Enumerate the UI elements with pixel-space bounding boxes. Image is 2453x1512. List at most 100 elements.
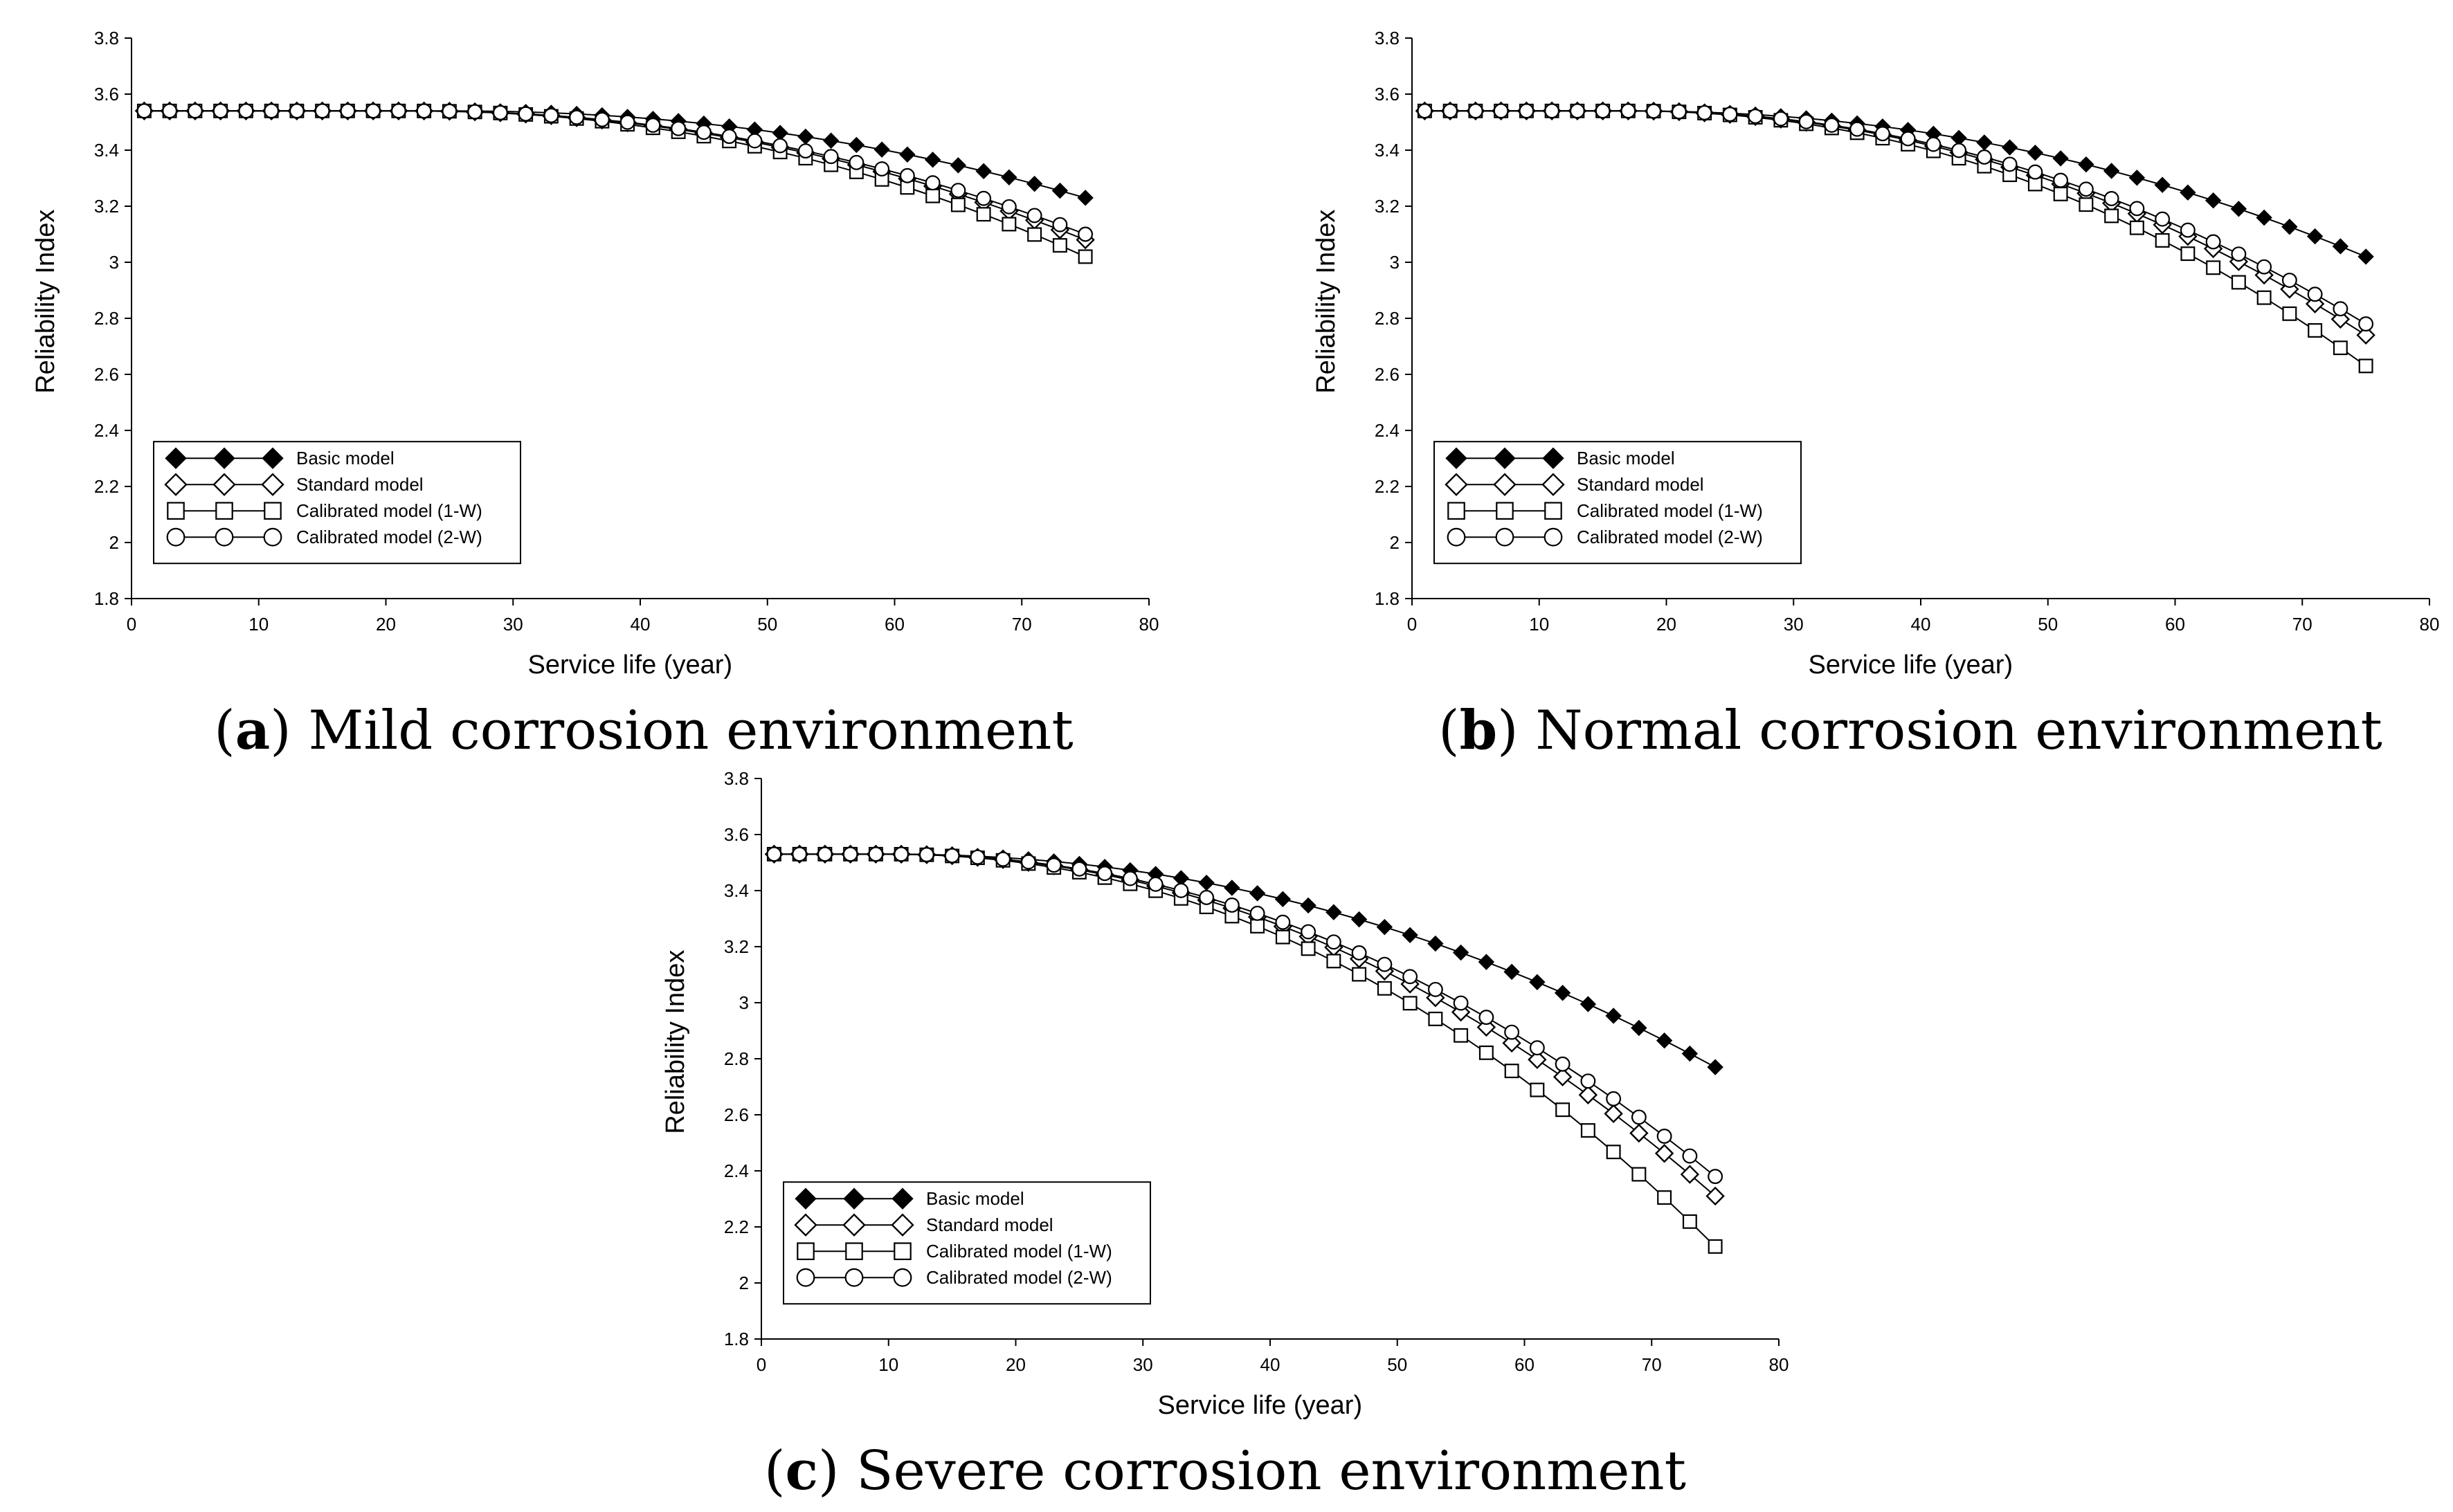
caption-b-text: Normal corrosion environment — [1518, 700, 2382, 762]
x-tick-label: 0 — [757, 1354, 766, 1375]
data-point — [340, 103, 356, 119]
data-point — [1544, 103, 1560, 119]
series-circle-open — [1417, 103, 2374, 332]
legend-marker — [1495, 527, 1514, 547]
y-tick-label: 3.8 — [1375, 28, 1400, 48]
data-point — [918, 847, 934, 863]
legend-marker — [894, 1242, 912, 1260]
data-point — [1824, 117, 1840, 133]
x-axis-label: Service life (year) — [1808, 650, 2013, 680]
data-point — [2205, 192, 2222, 209]
data-point — [238, 103, 254, 119]
data-point — [976, 207, 991, 222]
y-tick-label: 3 — [739, 992, 749, 1013]
data-point — [1428, 1011, 1443, 1026]
y-tick-label: 2.4 — [1375, 420, 1400, 441]
legend-marker — [795, 1187, 817, 1210]
legend-label: Calibrated model (2-W) — [926, 1267, 1112, 1288]
legend-marker — [1496, 502, 1514, 520]
legend-marker — [1542, 447, 1564, 469]
data-point — [1656, 1129, 1672, 1144]
data-point — [696, 125, 712, 140]
data-point — [162, 103, 178, 119]
data-point — [944, 848, 960, 864]
data-point — [1325, 904, 1342, 920]
data-point — [950, 197, 966, 212]
series-line — [144, 110, 1086, 199]
x-tick-label: 80 — [1139, 614, 1159, 635]
data-point — [817, 846, 833, 862]
legend-marker — [167, 502, 185, 520]
data-point — [1402, 969, 1418, 985]
y-axis-label: Reliability Index — [1312, 210, 1341, 394]
data-point — [645, 118, 661, 133]
caption-c-text: Severe corrosion environment — [839, 1440, 1686, 1502]
y-tick-label: 3.6 — [1375, 84, 1400, 104]
data-point — [924, 152, 941, 168]
legend-marker — [1541, 473, 1565, 496]
data-point — [1595, 103, 1611, 119]
data-point — [1427, 935, 1444, 952]
data-point — [365, 103, 381, 119]
data-point — [2180, 222, 2196, 238]
data-point — [1671, 104, 1687, 120]
y-tick-label: 3.2 — [94, 196, 119, 217]
x-tick-label: 0 — [127, 614, 136, 635]
data-point — [1001, 169, 1017, 185]
data-point — [2078, 156, 2094, 173]
data-point — [2256, 209, 2272, 226]
legend-marker — [796, 1268, 815, 1287]
data-point — [187, 103, 203, 119]
data-point — [619, 114, 635, 130]
data-point — [1199, 890, 1215, 905]
x-tick-label: 10 — [248, 614, 269, 635]
data-point — [2103, 191, 2119, 206]
data-point — [2128, 170, 2146, 186]
data-point — [1224, 898, 1240, 913]
data-point — [1696, 104, 1712, 120]
legend-label: Calibrated model (2-W) — [1577, 527, 1763, 547]
axes: 1.8 2 2.2 2.4 2.6 2.8 3 3.2 3.4 3.6 3.8 0 10 20 30 40 50… — [1375, 28, 2440, 635]
legend-marker — [1447, 527, 1466, 547]
y-tick-label: 2.2 — [724, 1217, 749, 1237]
data-point — [970, 849, 986, 865]
data-point — [1605, 1008, 1622, 1024]
caption-b: (b) Normal corrosion environment — [1438, 699, 2382, 762]
data-point — [2053, 186, 2068, 201]
data-point — [1427, 981, 1443, 997]
data-point — [2154, 176, 2171, 193]
data-point — [1620, 103, 1636, 119]
y-tick-label: 2.8 — [1375, 308, 1400, 329]
data-point — [1682, 1148, 1698, 1164]
data-point — [2357, 248, 2374, 265]
data-point — [2205, 234, 2221, 250]
series-diamond-open — [764, 844, 1725, 1206]
data-point — [2052, 150, 2069, 167]
data-point — [1530, 1082, 1545, 1097]
data-point — [1503, 963, 1520, 981]
data-point — [1874, 126, 1890, 142]
data-point — [1027, 227, 1042, 242]
data-point — [1052, 217, 1068, 233]
y-tick-label: 3.6 — [94, 84, 119, 104]
data-point — [2256, 259, 2272, 275]
legend-marker — [1494, 447, 1516, 469]
caption-c: (c) Severe corrosion environment — [764, 1439, 1686, 1502]
data-point — [823, 149, 839, 165]
data-point — [1352, 967, 1367, 982]
y-tick-label: 1.8 — [724, 1329, 749, 1349]
data-point — [1569, 103, 1585, 119]
chart-panel-b: 1.8 2 2.2 2.4 2.6 2.8 3 3.2 3.4 3.6 3.8 0 10 20 30 40 50… — [1312, 28, 2440, 680]
series-line — [774, 853, 1716, 1197]
y-tick-label: 2.6 — [1375, 364, 1400, 385]
data-point — [2332, 238, 2349, 255]
data-point — [1224, 880, 1240, 896]
data-point — [1708, 1239, 1723, 1254]
legend-marker — [1544, 527, 1563, 547]
data-point — [1606, 1145, 1621, 1160]
data-point — [1631, 1019, 1647, 1037]
data-point — [995, 851, 1011, 867]
data-point — [2358, 316, 2374, 332]
data-point — [1377, 956, 1393, 972]
data-point — [1798, 113, 1814, 129]
